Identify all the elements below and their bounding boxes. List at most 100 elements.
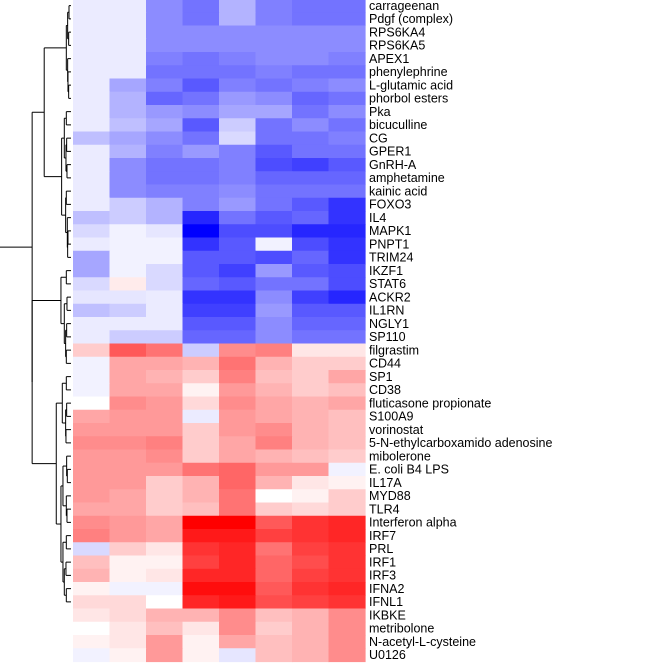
heatmap-cell (109, 582, 147, 596)
heatmap-cell (328, 502, 366, 517)
heatmap-cell (292, 78, 330, 93)
heatmap-cell (328, 158, 366, 172)
heatmap-cell (182, 52, 220, 66)
heatmap-cell (255, 635, 293, 649)
heatmap-cell (73, 52, 111, 66)
heatmap-cell (328, 264, 366, 278)
heatmap-cell (292, 648, 330, 663)
heatmap-cell (73, 38, 111, 53)
heatmap-cell (292, 0, 330, 13)
heatmap-cell (328, 595, 366, 610)
heatmap-cell (255, 171, 293, 186)
heatmap-cell (73, 91, 111, 106)
heatmap-cell (73, 0, 111, 13)
heatmap-cell (146, 462, 184, 477)
heatmap-cell (146, 131, 184, 146)
heatmap-cell (219, 595, 257, 610)
heatmap-cell (255, 648, 293, 663)
heatmap-cell (255, 250, 293, 265)
heatmap-cell (109, 595, 147, 610)
heatmap-cell (255, 489, 293, 504)
heatmap-cell (219, 356, 257, 371)
heatmap-cell (146, 118, 184, 133)
heatmap-cell (109, 608, 147, 623)
heatmap-cell (146, 52, 184, 66)
heatmap-cell (73, 290, 111, 305)
heatmap-cell (255, 568, 293, 583)
row-label: IRF7 (369, 529, 396, 543)
heatmap-cell (255, 144, 293, 159)
heatmap-cell (109, 635, 147, 649)
heatmap-cell (109, 52, 147, 66)
row-label: TLR4 (369, 502, 400, 516)
heatmap-cell (73, 211, 111, 225)
row-label: IKBKE (369, 608, 406, 622)
heatmap-cell (73, 648, 111, 663)
heatmap-cell (182, 449, 220, 464)
heatmap-cell (328, 250, 366, 265)
row-label: PNPT1 (369, 237, 409, 251)
heatmap-cell (73, 462, 111, 477)
heatmap-cell (109, 131, 147, 146)
heatmap-cell (109, 356, 147, 371)
heatmap-cell (219, 449, 257, 464)
heatmap-cell (146, 290, 184, 305)
heatmap-cell (182, 237, 220, 252)
row-label: U0126 (369, 648, 406, 662)
heatmap-cell (219, 0, 257, 13)
heatmap-cell (182, 250, 220, 265)
heatmap-cell (328, 0, 366, 13)
heatmap-cell (73, 621, 111, 636)
heatmap-cell (219, 462, 257, 477)
heatmap-cell (292, 582, 330, 596)
heatmap-cell (109, 237, 147, 252)
heatmap-cell (292, 144, 330, 159)
heatmap-cell (109, 171, 147, 186)
heatmap-cell (73, 65, 111, 80)
heatmap-cell (292, 555, 330, 570)
heatmap-cell (219, 330, 257, 345)
heatmap-cell (146, 502, 184, 517)
heatmap-cell (292, 12, 330, 27)
heatmap-cell (109, 118, 147, 133)
heatmap-cell (219, 396, 257, 411)
heatmap-cell (328, 330, 366, 345)
heatmap-cell (328, 144, 366, 159)
heatmap-cell (109, 648, 147, 663)
heatmap-cell (182, 436, 220, 451)
row-label: MAPK1 (369, 224, 411, 238)
heatmap-cell (219, 303, 257, 318)
row-label: CD44 (369, 357, 401, 371)
row-label: S100A9 (369, 410, 414, 424)
heatmap-cell (182, 197, 220, 212)
heatmap-cell (255, 38, 293, 53)
heatmap-cell (292, 25, 330, 40)
row-label: carrageenan (369, 0, 439, 13)
heatmap-cell (109, 396, 147, 411)
row-label: IFNL1 (369, 595, 403, 609)
heatmap-cell (182, 0, 220, 13)
heatmap-cell (255, 224, 293, 239)
heatmap-cell (73, 356, 111, 371)
heatmap-cell (255, 78, 293, 93)
heatmap-cell (292, 52, 330, 66)
heatmap-cell (328, 635, 366, 649)
row-label: PRL (369, 542, 393, 556)
heatmap-cell (73, 144, 111, 159)
heatmap-cell (73, 608, 111, 623)
heatmap-cell (182, 158, 220, 172)
heatmap-cell (182, 396, 220, 411)
heatmap-cell (182, 224, 220, 239)
heatmap-cell (109, 409, 147, 424)
heatmap-cell (146, 25, 184, 40)
heatmap-cell (328, 608, 366, 623)
heatmap-cell (182, 65, 220, 80)
heatmap-cell (109, 436, 147, 451)
heatmap-cell (328, 648, 366, 663)
heatmap-cell (146, 237, 184, 252)
heatmap-cell (73, 502, 111, 517)
heatmap-cell (292, 171, 330, 186)
heatmap-cell (109, 264, 147, 278)
heatmap-cell (73, 25, 111, 40)
heatmap-cell (109, 78, 147, 93)
